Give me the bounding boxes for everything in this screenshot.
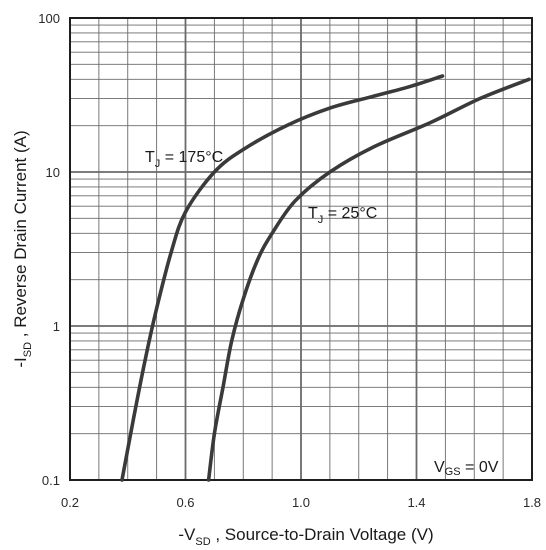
- y-axis-title-prefix: -I: [11, 357, 30, 367]
- series-line-25c: [206, 77, 531, 482]
- series-label-25-sub: J: [318, 214, 324, 226]
- condition-label: VGS = 0V: [434, 459, 499, 478]
- x-axis-title: -VSD , Source-to-Drain Voltage (V): [178, 525, 433, 548]
- series-layer: [120, 74, 531, 482]
- series-label-25-rest: = 25°C: [323, 205, 377, 222]
- y-tick-label: 1: [53, 319, 60, 334]
- x-tick-label: 0.6: [176, 495, 194, 510]
- series-label-175-rest: = 175°C: [160, 149, 223, 166]
- series-label-25: TJ = 25°C: [308, 205, 377, 226]
- y-axis-title: -ISD , Reverse Drain Current (A): [11, 130, 34, 367]
- x-axis-title-prefix: -V: [178, 525, 196, 544]
- series-line-175c: [120, 74, 445, 482]
- series-label-175-sub: J: [155, 158, 161, 170]
- x-tick-label: 1.8: [523, 495, 541, 510]
- y-tick-label: 10: [46, 165, 60, 180]
- grid-lines: [70, 18, 532, 480]
- x-axis-title-rest: , Source-to-Drain Voltage (V): [211, 525, 434, 544]
- series-label-25-main: T: [308, 205, 318, 222]
- x-axis-title-sub: SD: [195, 536, 210, 548]
- condition-rest: = 0V: [461, 459, 499, 476]
- plot-frame: [69, 17, 533, 481]
- y-axis-title-sub: SD: [22, 342, 34, 357]
- series-label-175: TJ = 175°C: [145, 149, 223, 170]
- tick-labels: 0.2 0.6 1.0 1.4 1.8 0.1 1 10 100: [38, 11, 541, 510]
- x-tick-label: 1.4: [407, 495, 425, 510]
- x-tick-label: 1.0: [292, 495, 310, 510]
- x-tick-label: 0.2: [61, 495, 79, 510]
- series-label-175-main: T: [145, 149, 155, 166]
- condition-sub: GS: [445, 466, 461, 478]
- y-tick-label: 100: [38, 11, 60, 26]
- y-tick-label: 0.1: [42, 473, 60, 488]
- y-axis-title-rest: , Reverse Drain Current (A): [11, 130, 30, 342]
- condition-main: V: [434, 459, 445, 476]
